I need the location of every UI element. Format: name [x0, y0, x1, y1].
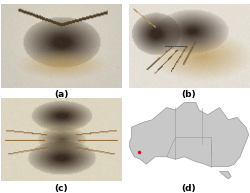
Polygon shape [220, 172, 231, 179]
X-axis label: (a): (a) [54, 90, 68, 99]
X-axis label: (c): (c) [54, 184, 68, 193]
Polygon shape [128, 103, 249, 167]
X-axis label: (d): (d) [181, 184, 196, 193]
X-axis label: (b): (b) [181, 90, 196, 99]
